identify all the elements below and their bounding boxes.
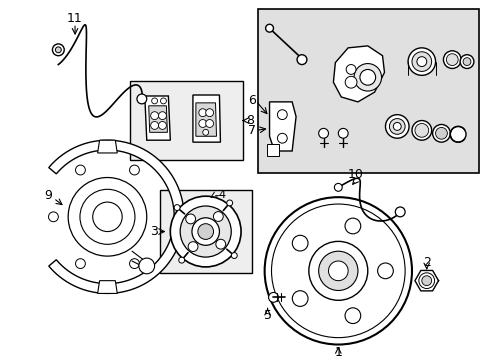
Circle shape [394,207,404,217]
Circle shape [185,214,195,224]
Text: 6: 6 [247,94,255,107]
Circle shape [318,129,328,138]
Circle shape [158,122,166,129]
Bar [257,9,478,172]
Circle shape [226,200,232,206]
Circle shape [179,257,184,263]
Circle shape [459,55,473,68]
Text: 4: 4 [219,190,225,200]
Circle shape [52,44,64,56]
Circle shape [446,54,457,66]
Circle shape [385,114,408,138]
Text: 5: 5 [263,309,271,321]
Circle shape [75,259,85,269]
Polygon shape [98,140,117,153]
Polygon shape [148,106,167,132]
Polygon shape [266,144,279,156]
Circle shape [203,129,208,135]
Circle shape [432,125,449,142]
Polygon shape [196,103,216,136]
Circle shape [411,52,431,71]
Circle shape [377,263,392,279]
Circle shape [129,259,139,269]
Circle shape [277,133,286,143]
Circle shape [160,98,166,104]
Polygon shape [98,281,117,293]
Circle shape [150,122,158,129]
Circle shape [292,291,307,306]
Text: 3: 3 [149,225,157,238]
Polygon shape [49,140,183,293]
Polygon shape [269,102,295,151]
Circle shape [345,218,360,234]
Circle shape [292,235,307,251]
Text: 10: 10 [347,168,363,181]
Circle shape [353,64,381,91]
Circle shape [338,129,347,138]
Circle shape [205,109,213,117]
Polygon shape [144,96,170,140]
Circle shape [213,212,223,221]
Circle shape [158,112,166,120]
Circle shape [328,261,347,281]
Circle shape [129,165,139,175]
Circle shape [407,48,435,75]
Circle shape [215,239,225,249]
Text: 2: 2 [422,256,430,270]
Circle shape [346,64,355,75]
Text: 1: 1 [334,346,342,359]
Circle shape [265,24,273,32]
Circle shape [268,292,278,302]
Circle shape [180,206,231,257]
Circle shape [231,253,237,258]
Text: 8: 8 [245,114,253,127]
Circle shape [418,273,434,288]
Circle shape [174,204,180,211]
Circle shape [462,58,470,66]
Circle shape [296,55,306,64]
Circle shape [414,123,428,137]
Circle shape [435,127,447,139]
Circle shape [411,121,431,140]
Circle shape [318,251,357,291]
Circle shape [48,212,58,222]
Circle shape [416,57,426,67]
Circle shape [264,197,411,345]
Circle shape [345,76,356,88]
Circle shape [388,118,404,134]
Circle shape [308,241,367,300]
Circle shape [137,94,146,104]
Circle shape [170,196,241,267]
Circle shape [392,122,400,130]
Circle shape [277,110,286,120]
Circle shape [139,258,154,274]
Bar [130,81,243,160]
Circle shape [188,242,198,252]
Circle shape [199,109,206,117]
Circle shape [345,308,360,324]
Polygon shape [193,95,220,142]
Circle shape [75,165,85,175]
Circle shape [192,218,219,245]
Circle shape [150,112,158,120]
Text: 7: 7 [247,124,255,137]
Circle shape [205,120,213,127]
Circle shape [443,51,460,68]
Circle shape [198,224,213,239]
Text: 9: 9 [44,189,52,202]
Circle shape [334,183,342,191]
Circle shape [421,276,431,285]
Circle shape [151,98,157,104]
Bar [159,190,251,273]
Circle shape [55,47,61,53]
Circle shape [449,126,465,142]
Text: 11: 11 [67,12,83,25]
Circle shape [199,120,206,127]
Polygon shape [333,46,384,102]
Circle shape [359,69,375,85]
